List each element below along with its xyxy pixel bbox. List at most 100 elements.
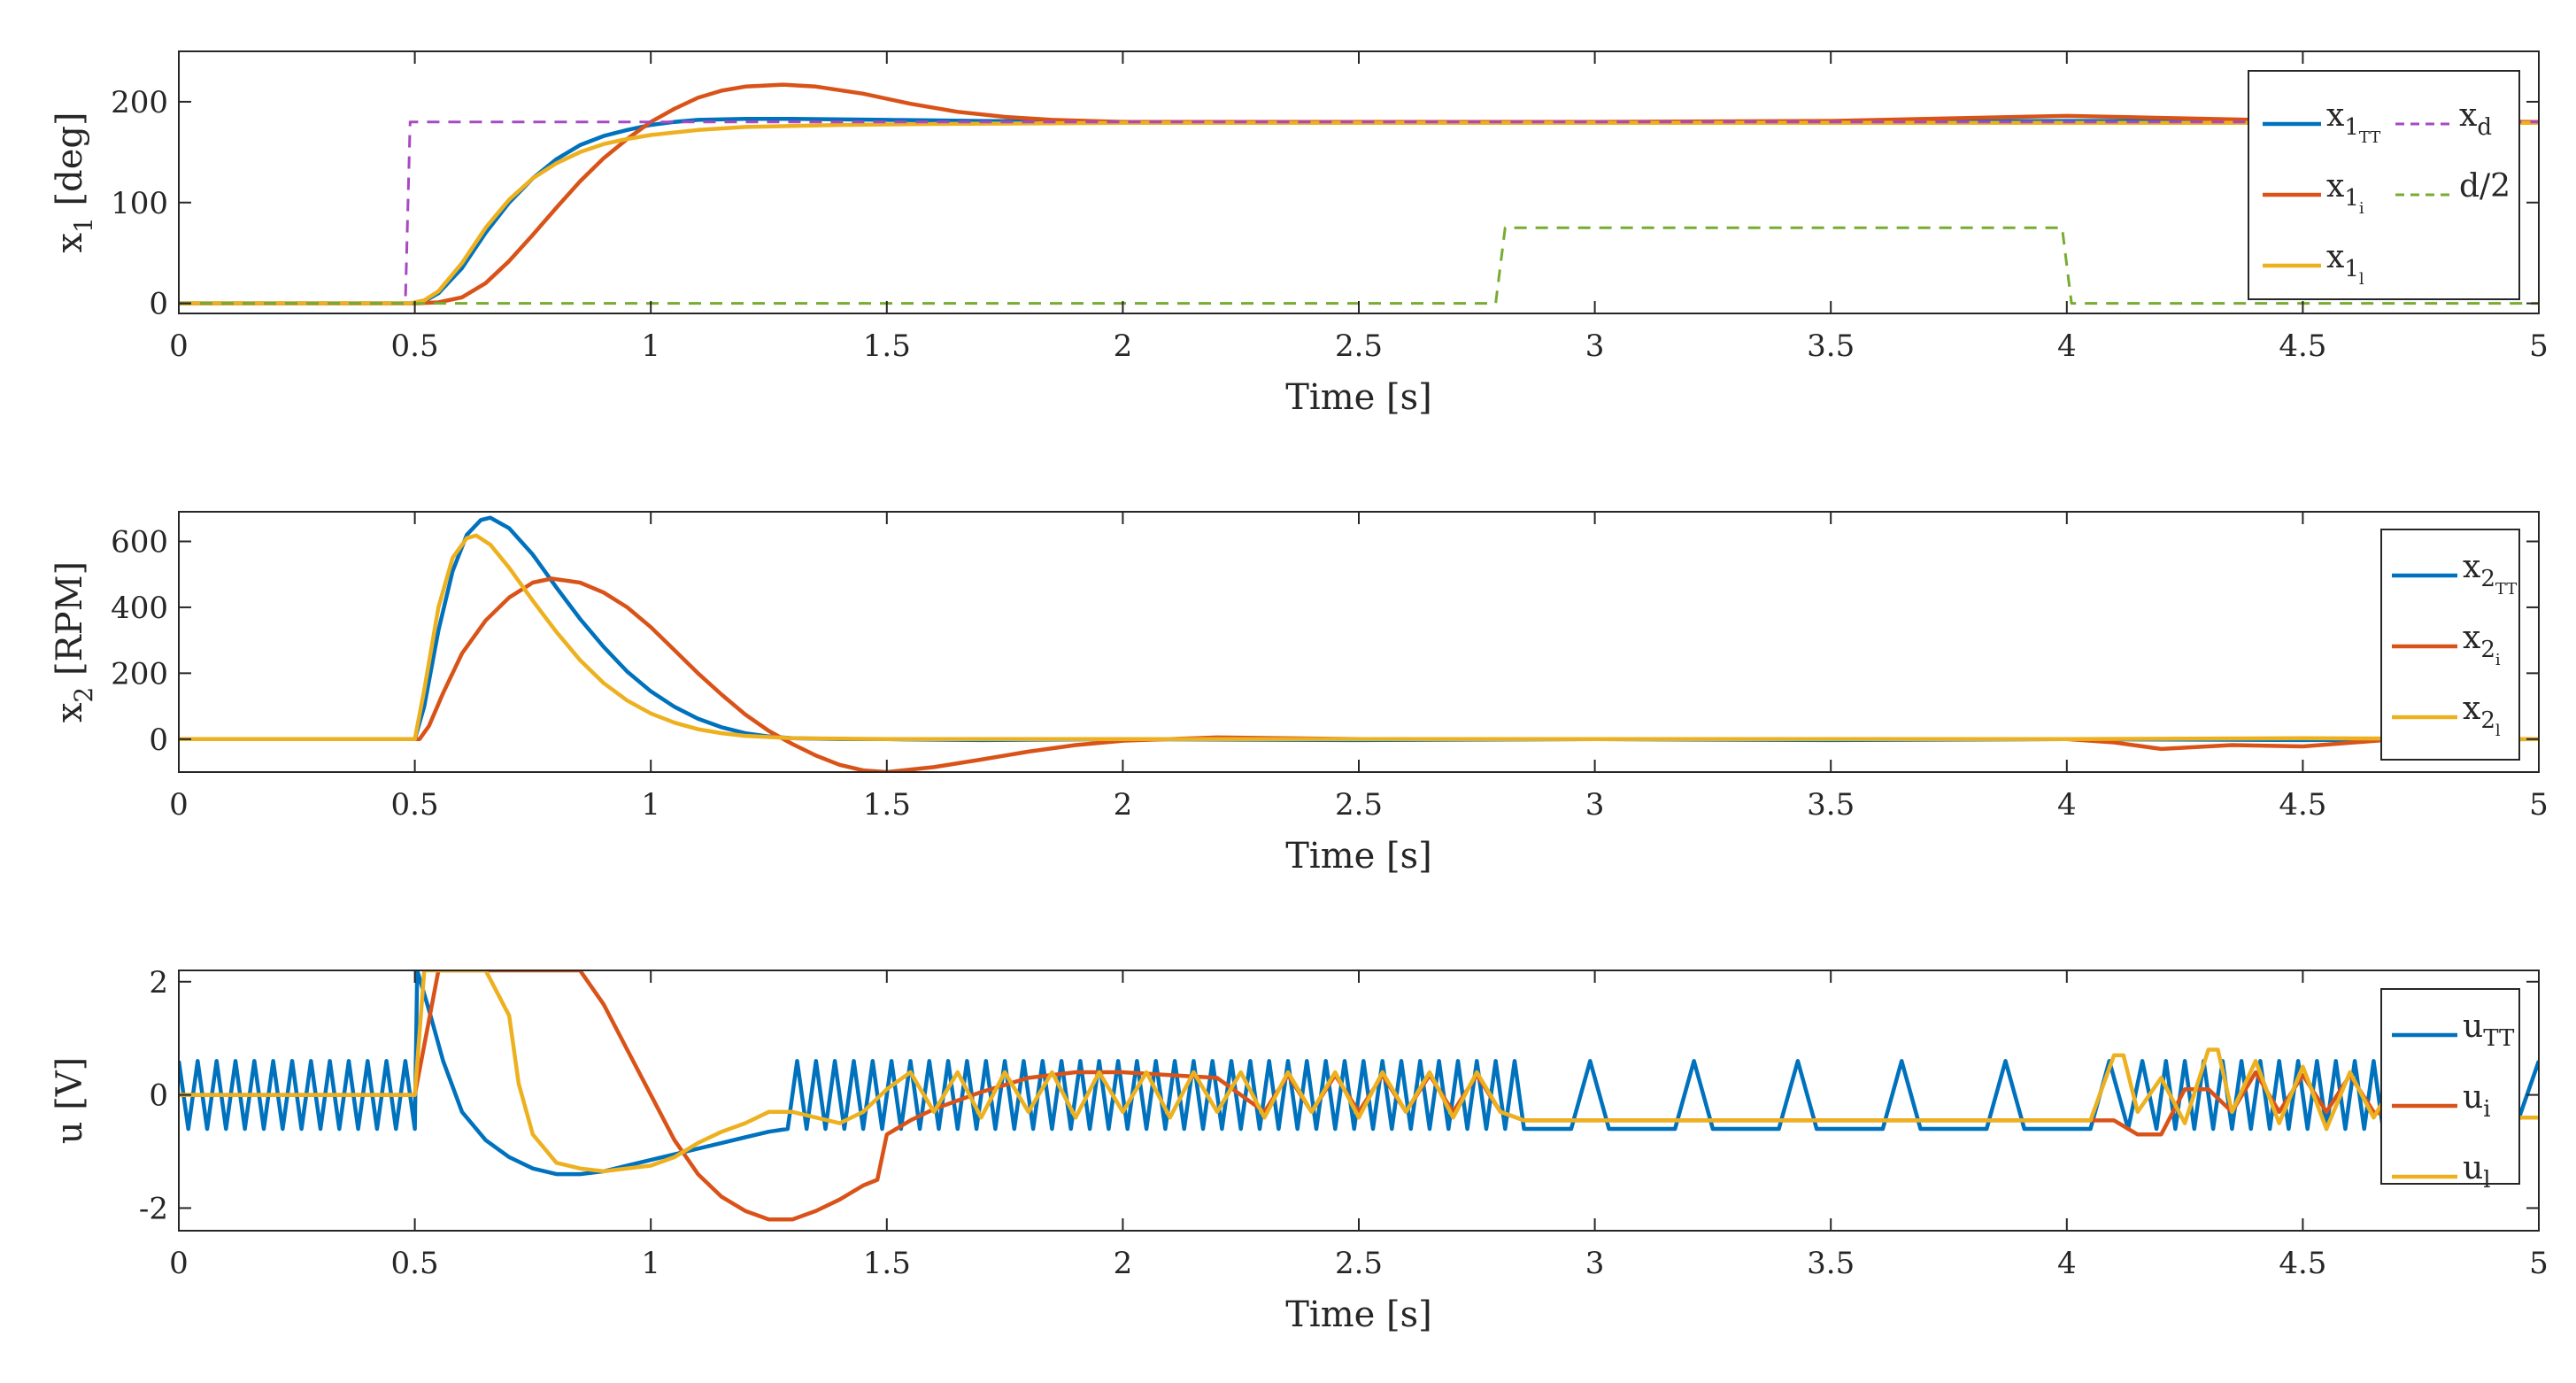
series-line-uTT <box>179 970 2539 1177</box>
y-tick-label: -2 <box>139 1191 168 1226</box>
x-tick-label: 4.5 <box>2279 1246 2326 1281</box>
x-tick-label: 2.5 <box>1335 787 1383 823</box>
legend-label-sub: 1 <box>2344 114 2359 141</box>
legend-label-base: x <box>2463 549 2480 585</box>
legend-label-subsub: l <box>2495 722 2501 740</box>
legend-label-sub: d <box>2477 114 2492 141</box>
legend-entry: xd <box>2395 97 2492 141</box>
legend-label-base: x <box>2463 691 2480 727</box>
legend-label: x2l <box>2463 691 2501 740</box>
x-tick-label: 1.5 <box>863 328 911 364</box>
legend-label: x1i <box>2326 168 2364 218</box>
x-tick-label: 1 <box>641 787 660 823</box>
legend-entry: x2TT <box>2392 549 2517 599</box>
panel-2: 0 0.5 1 1.5 2 2.5 3 3.5 4 4.5 5 0 200 400 600 Time [s] x… <box>50 511 2549 877</box>
legend-entry: x2i <box>2392 620 2501 669</box>
x-tick-label: 3.5 <box>1807 328 1855 364</box>
x-tick-label: 4.5 <box>2279 787 2326 823</box>
x-tick-label: 4 <box>2057 1246 2077 1281</box>
legend-label-sub: 2 <box>2480 707 2495 734</box>
series-group <box>179 82 2539 305</box>
legend-label: x2TT <box>2463 549 2517 599</box>
x-tick-label: 0.5 <box>391 787 439 823</box>
x-tick-label: 2 <box>1114 328 1133 364</box>
y-tick-label: 0 <box>149 287 168 322</box>
legend-label: x1l <box>2326 239 2364 289</box>
x-tick-label: 1.5 <box>863 1246 911 1281</box>
legend-entry: x1i <box>2263 168 2364 218</box>
x-axis-label: Time [s] <box>1285 836 1432 877</box>
legend-entry: x1TT <box>2263 97 2380 147</box>
x-tick-label: 2 <box>1114 1246 1133 1281</box>
y-axis-label-base: x <box>50 702 90 722</box>
legend-label-base: x <box>2463 620 2480 656</box>
x-tick-label: 2.5 <box>1335 328 1383 364</box>
legend-label-sub: TT <box>2483 1025 2515 1052</box>
legend-label-base: u <box>2463 1079 2483 1116</box>
y-tick-label: 200 <box>111 85 168 120</box>
y-tick-label: 600 <box>111 524 168 560</box>
x-tick-label: 0 <box>169 328 189 364</box>
legend-label-sub: 1 <box>2344 256 2359 282</box>
legend-label-sub: 1 <box>2344 185 2359 212</box>
x-axis-label: Time [s] <box>1285 377 1432 418</box>
series-group <box>179 515 2539 772</box>
x-tick-label: 0 <box>169 787 189 823</box>
legend-entry: ul <box>2392 1150 2491 1194</box>
legend-label-subsub: l <box>2359 270 2364 289</box>
y-axis-label-base: x <box>50 233 90 253</box>
legend-entry: x1l <box>2263 239 2364 289</box>
x-tick-label: 4.5 <box>2279 328 2326 364</box>
y-axis-label-unit: [deg] <box>50 112 90 217</box>
y-tick-label: 200 <box>111 656 168 692</box>
series-line-ul <box>179 970 2539 1174</box>
y-axis-label: x1 [deg] <box>50 112 98 252</box>
legend-label-subsub: i <box>2359 199 2364 218</box>
y-axis-label-base: u [V] <box>50 1057 90 1145</box>
y-tick-label: 100 <box>111 186 168 221</box>
series-line-x2l <box>179 533 2539 742</box>
legend-label: d/2 <box>2459 168 2510 205</box>
x-tick-label: 2.5 <box>1335 1246 1383 1281</box>
legend-label-base: x <box>2326 168 2344 205</box>
x-tick-label: 5 <box>2529 328 2549 364</box>
legend-label-sub: 2 <box>2480 637 2495 663</box>
legend-entry: d/2 <box>2395 168 2510 205</box>
y-axis-label-sub: 1 <box>69 217 98 233</box>
legend-label: ul <box>2463 1150 2491 1194</box>
legend-label: uTT <box>2463 1008 2515 1052</box>
x-tick-label: 3 <box>1585 328 1605 364</box>
x-tick-label: 5 <box>2529 787 2549 823</box>
legend-box <box>2248 70 2520 300</box>
plot-area <box>179 512 2539 772</box>
legend-label-base: x <box>2459 97 2477 134</box>
legend-label-base: d/2 <box>2459 168 2510 205</box>
y-tick-label: 400 <box>111 591 168 626</box>
series-line-d2 <box>179 226 2539 305</box>
legend-label: ui <box>2463 1079 2491 1123</box>
y-tick-label: 0 <box>149 1078 168 1114</box>
x-tick-label: 3.5 <box>1807 787 1855 823</box>
legend-label: x2i <box>2463 620 2501 669</box>
plot-area <box>179 51 2539 313</box>
series-line-x1l <box>179 120 2539 305</box>
legend-entry: uTT <box>2392 1008 2515 1052</box>
x-tick-label: 3 <box>1585 1246 1605 1281</box>
y-tick-label: 2 <box>149 965 168 1001</box>
legend-label: x1TT <box>2326 97 2380 147</box>
x-tick-label: 5 <box>2529 1246 2549 1281</box>
legend-entry: ui <box>2392 1079 2491 1123</box>
y-axis-label: x2 [RPM] <box>50 561 98 722</box>
legend-label-base: x <box>2326 97 2344 134</box>
x-tick-label: 0 <box>169 1246 189 1281</box>
x-tick-label: 4 <box>2057 787 2077 823</box>
legend-label-sub: l <box>2483 1167 2490 1194</box>
x-tick-label: 0.5 <box>391 1246 439 1281</box>
x-tick-label: 4 <box>2057 328 2077 364</box>
x-axis-label: Time [s] <box>1285 1294 1432 1335</box>
legend-label-base: u <box>2463 1008 2483 1045</box>
